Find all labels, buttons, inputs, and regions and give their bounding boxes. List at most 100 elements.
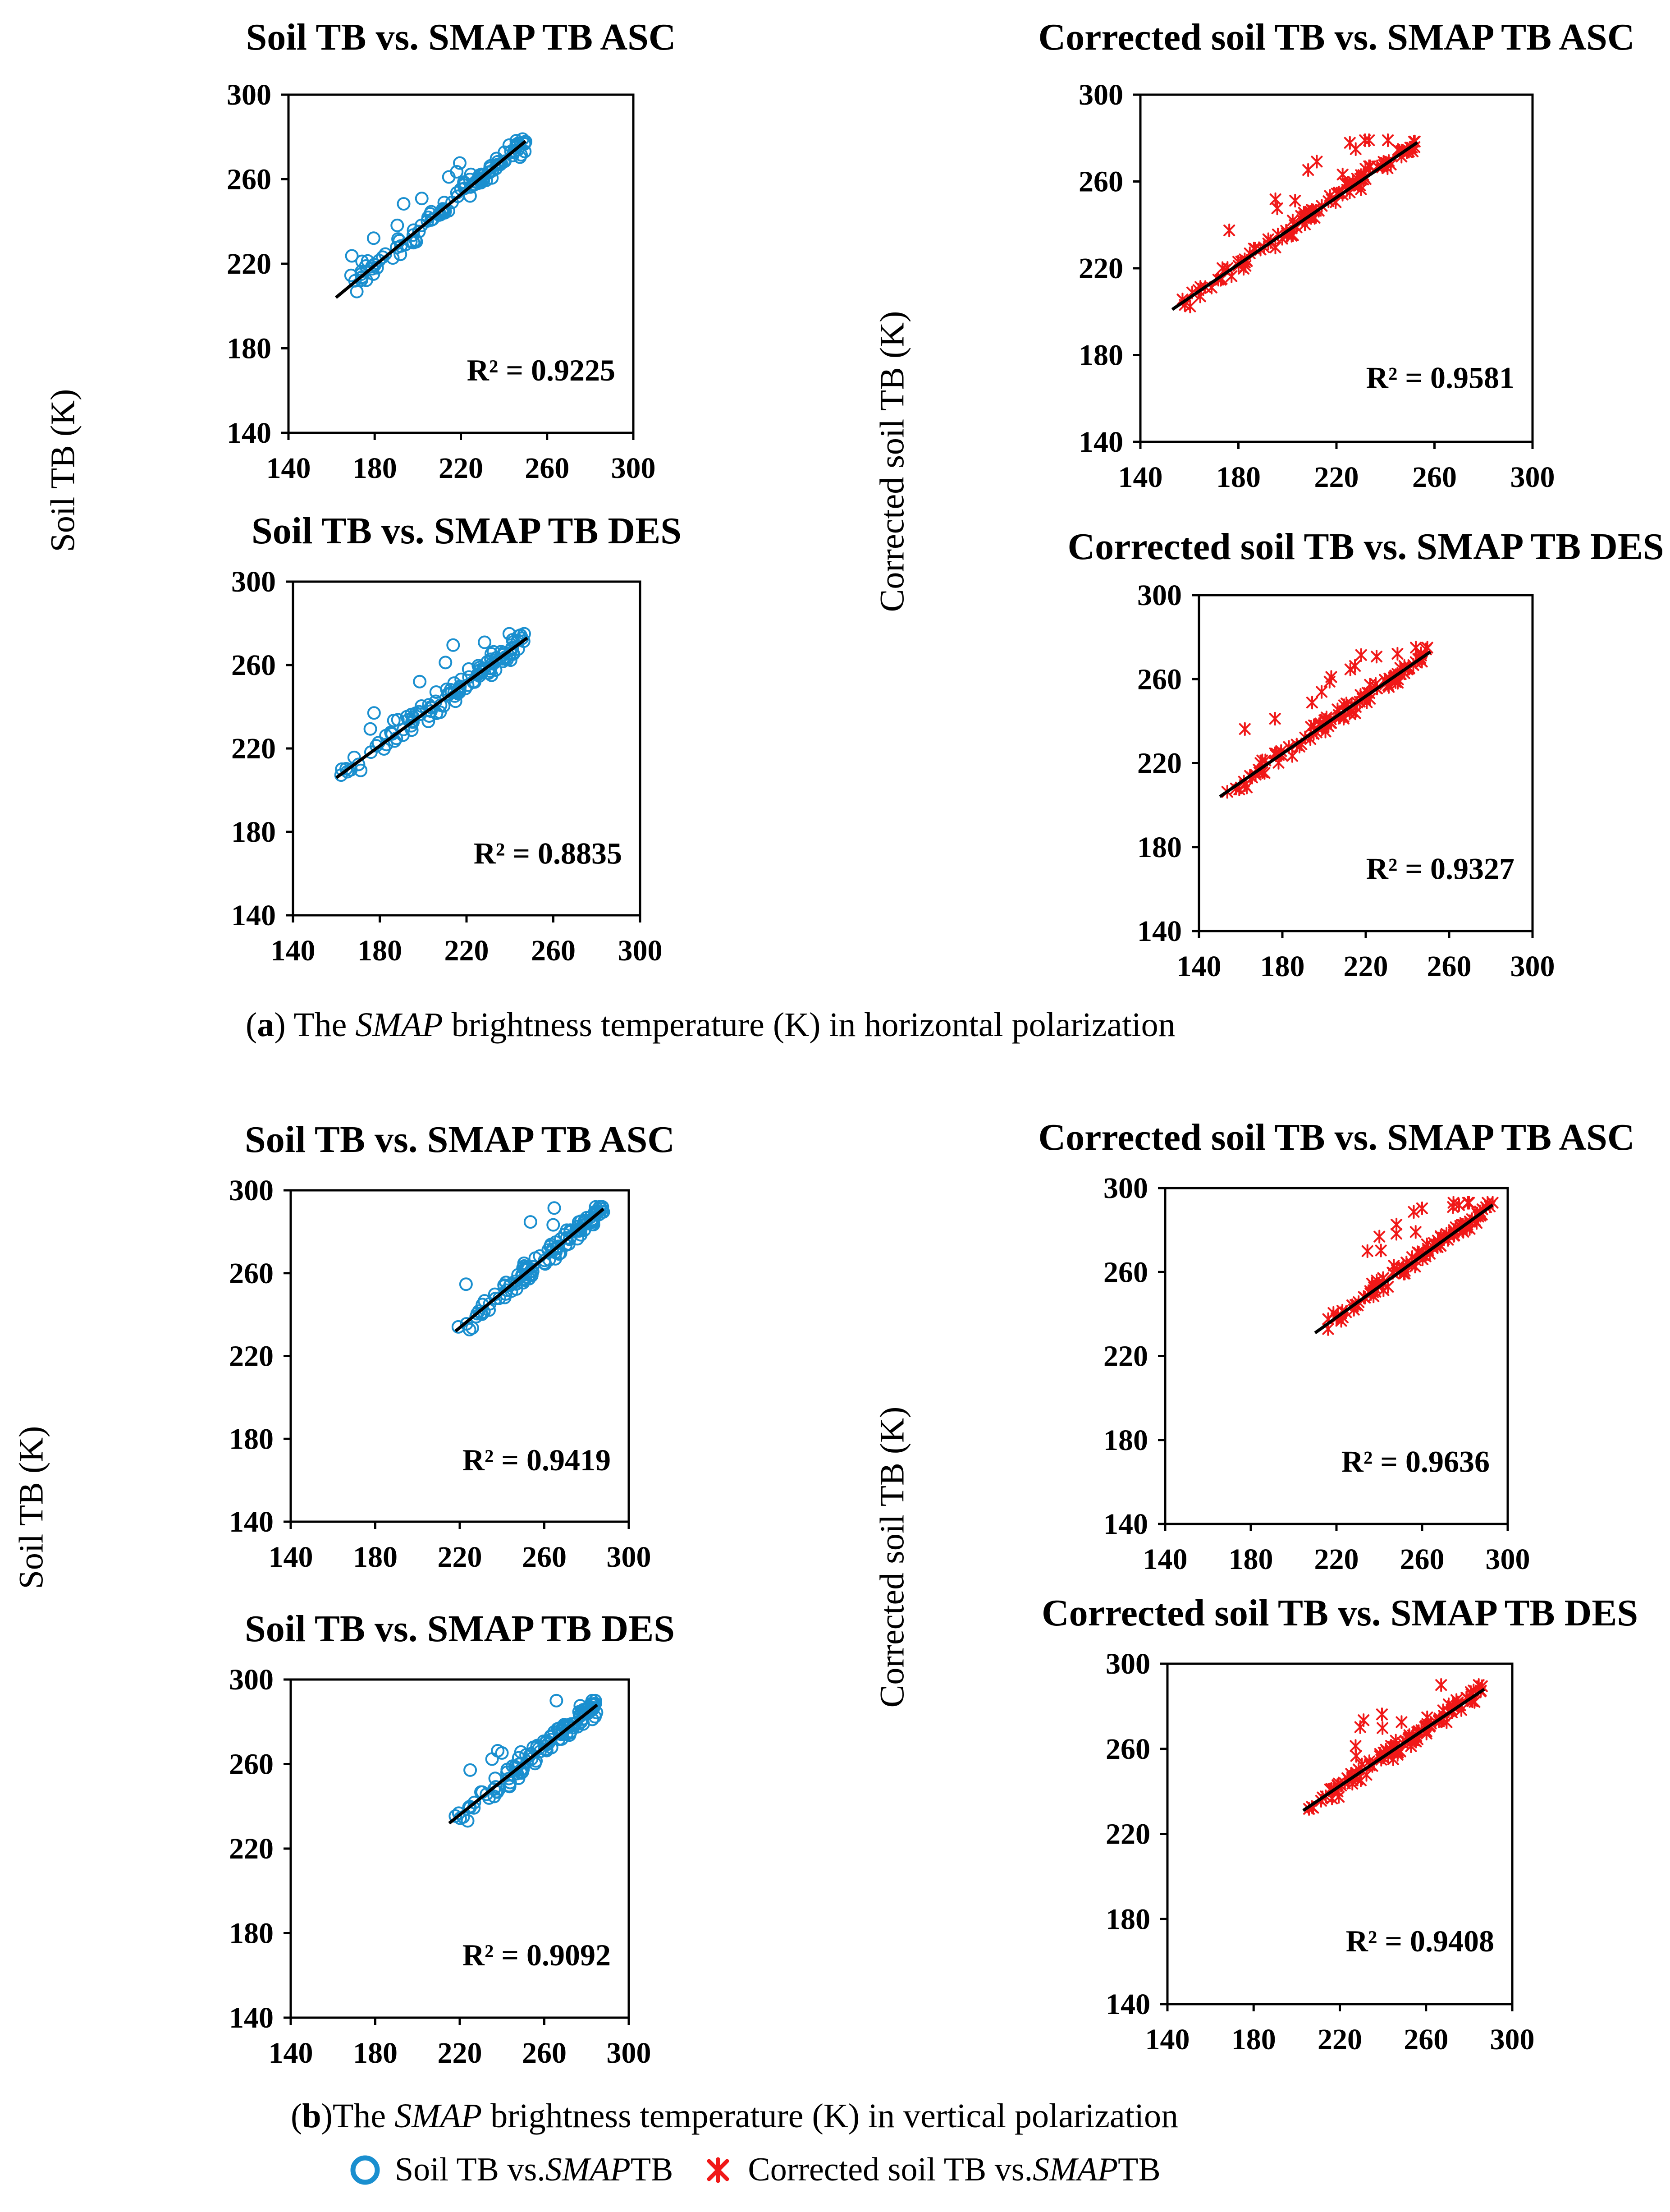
point-a-soil-asc-119 bbox=[365, 262, 379, 276]
point-b-soil-des-68 bbox=[463, 1763, 477, 1777]
cross-star-icon bbox=[707, 2157, 729, 2183]
point-a-soil-asc-74 bbox=[509, 134, 523, 148]
point-b-soil-des-76 bbox=[549, 1693, 563, 1707]
point-a-soil-asc-124 bbox=[457, 175, 471, 189]
point-b-soil-des-95 bbox=[588, 1710, 602, 1724]
y-tick-label-a-soil-des-1: 180 bbox=[231, 816, 276, 849]
y-axis-title-b-corrected: Corrected soil TB (K) bbox=[873, 1406, 911, 1708]
x-tick-label-a-soil-des-0: 140 bbox=[271, 934, 316, 967]
y-tick-label-b-corr-des-1: 180 bbox=[1106, 1903, 1150, 1936]
y-tick-label-b-soil-des-4: 300 bbox=[229, 1663, 274, 1696]
open-circle-icon bbox=[350, 2155, 380, 2184]
point-b-corr-asc-90 bbox=[1361, 1244, 1373, 1258]
y-tick-label-a-corr-asc-4: 300 bbox=[1079, 78, 1123, 111]
x-tick-label-b-corr-des-0: 140 bbox=[1145, 2023, 1190, 2056]
point-a-corr-asc-77 bbox=[1269, 192, 1281, 207]
y-axis-title-a-soil: Soil TB (K) bbox=[44, 389, 82, 552]
x-tick-label-b-soil-asc-4: 300 bbox=[607, 1541, 651, 1574]
trendline-a-soil-asc bbox=[334, 140, 527, 299]
y-tick-label-b-soil-asc-3: 260 bbox=[229, 1257, 274, 1290]
x-tick-label-b-soil-asc-0: 140 bbox=[269, 1541, 313, 1574]
trendline-a-corr-asc bbox=[1171, 141, 1418, 311]
x-tick-label-b-corr-asc-0: 140 bbox=[1143, 1543, 1188, 1576]
point-b-soil-asc-111 bbox=[459, 1317, 473, 1331]
y-tick-label-b-soil-asc-4: 300 bbox=[229, 1174, 274, 1207]
point-b-corr-asc-100 bbox=[1463, 1196, 1475, 1210]
point-b-soil-asc-75 bbox=[459, 1277, 473, 1291]
point-a-soil-des-58 bbox=[354, 763, 368, 777]
r2-label-a-soil-asc: R² = 0.9225 bbox=[467, 353, 615, 387]
x-tick-label-a-corr-asc-0: 140 bbox=[1118, 461, 1163, 494]
point-b-corr-des-106 bbox=[1442, 1697, 1455, 1712]
x-tick-label-a-soil-asc-0: 140 bbox=[266, 452, 311, 485]
r2-label-b-soil-asc: R² = 0.9419 bbox=[462, 1443, 611, 1477]
point-a-soil-des-124 bbox=[424, 700, 438, 714]
x-tick-label-a-corr-asc-4: 300 bbox=[1510, 461, 1555, 494]
point-b-soil-des-115 bbox=[586, 1703, 599, 1717]
point-a-soil-des-109 bbox=[340, 765, 354, 779]
point-a-corr-asc-30 bbox=[1382, 133, 1394, 147]
point-a-soil-des-117 bbox=[485, 668, 499, 682]
x-tick-label-b-corr-des-2: 220 bbox=[1318, 2023, 1362, 2056]
point-a-corr-asc-119 bbox=[1311, 155, 1323, 169]
caption-a-post: brightness temperature (K) in horizontal… bbox=[443, 1006, 1176, 1044]
caption-b-label: b bbox=[302, 2097, 321, 2135]
point-b-soil-des-124 bbox=[491, 1744, 505, 1758]
point-a-soil-asc-64 bbox=[350, 285, 364, 298]
point-b-corr-des-103 bbox=[1395, 1715, 1408, 1729]
point-b-corr-des-90 bbox=[1435, 1678, 1447, 1692]
point-b-corr-asc-50 bbox=[1408, 1205, 1420, 1219]
point-a-corr-des-41 bbox=[1355, 648, 1367, 662]
point-b-corr-des-40 bbox=[1350, 1739, 1362, 1753]
x-tick-label-b-corr-des-1: 180 bbox=[1231, 2023, 1276, 2056]
y-tick-label-b-soil-asc-1: 180 bbox=[229, 1423, 274, 1455]
x-tick-label-b-soil-des-0: 140 bbox=[269, 2037, 313, 2070]
point-a-soil-des-16 bbox=[363, 722, 377, 736]
point-a-soil-des-65 bbox=[367, 706, 381, 720]
r2-label-b-soil-des: R² = 0.9092 bbox=[462, 1938, 611, 1972]
point-b-soil-asc-117 bbox=[550, 1241, 564, 1255]
point-b-corr-asc-37 bbox=[1375, 1244, 1387, 1257]
chart-title-a-corr-asc: Corrected soil TB vs. SMAP TB ASC bbox=[1038, 16, 1634, 58]
point-a-soil-asc-44 bbox=[378, 247, 392, 261]
x-tick-label-a-corr-asc-2: 220 bbox=[1314, 461, 1359, 494]
trendline-a-corr-des bbox=[1219, 650, 1432, 798]
chart-title-a-soil-des: Soil TB vs. SMAP TB DES bbox=[252, 510, 682, 552]
point-a-soil-asc-67 bbox=[390, 218, 404, 232]
point-a-soil-asc-12 bbox=[453, 156, 467, 170]
y-tick-label-a-corr-des-3: 260 bbox=[1137, 663, 1182, 696]
y-tick-label-a-corr-des-4: 300 bbox=[1137, 579, 1182, 612]
point-b-soil-des-94 bbox=[503, 1776, 517, 1790]
x-tick-label-b-soil-asc-1: 180 bbox=[353, 1541, 398, 1574]
x-tick-label-b-soil-asc-2: 220 bbox=[438, 1541, 482, 1574]
point-a-corr-des-6 bbox=[1371, 650, 1383, 664]
trendline-b-soil-des bbox=[448, 1703, 598, 1825]
point-b-corr-des-6 bbox=[1377, 1721, 1389, 1735]
point-a-corr-des-100 bbox=[1306, 696, 1318, 710]
r2-label-a-corr-asc: R² = 0.9581 bbox=[1366, 361, 1514, 395]
point-a-soil-asc-88 bbox=[483, 165, 497, 179]
legend-soil-post: TB bbox=[630, 2151, 673, 2188]
point-a-soil-asc-18 bbox=[397, 197, 411, 211]
point-b-soil-asc-71 bbox=[546, 1218, 560, 1232]
x-tick-label-b-corr-des-4: 300 bbox=[1490, 2023, 1535, 2056]
point-b-soil-des-117 bbox=[520, 1755, 534, 1769]
point-b-corr-des-108 bbox=[1421, 1710, 1433, 1725]
point-a-corr-asc-36 bbox=[1344, 136, 1356, 150]
x-tick-label-b-soil-des-3: 260 bbox=[522, 2037, 567, 2070]
y-tick-label-b-soil-des-2: 220 bbox=[229, 1832, 274, 1865]
point-b-corr-des-12 bbox=[1376, 1707, 1388, 1721]
legend-corrected-pre: Corrected soil TB vs. bbox=[748, 2151, 1033, 2188]
x-tick-label-b-soil-asc-3: 260 bbox=[522, 1541, 567, 1574]
caption-b-em: SMAP bbox=[394, 2097, 482, 2135]
point-b-soil-des-30 bbox=[452, 1806, 466, 1820]
caption-a: (a) The SMAP brightness temperature (K) … bbox=[246, 1006, 1176, 1044]
legend-item-corrected: Corrected soil TB vs. SMAP TB bbox=[700, 2151, 1161, 2189]
point-a-soil-asc-41 bbox=[375, 250, 389, 264]
point-a-corr-des-92 bbox=[1391, 647, 1404, 661]
